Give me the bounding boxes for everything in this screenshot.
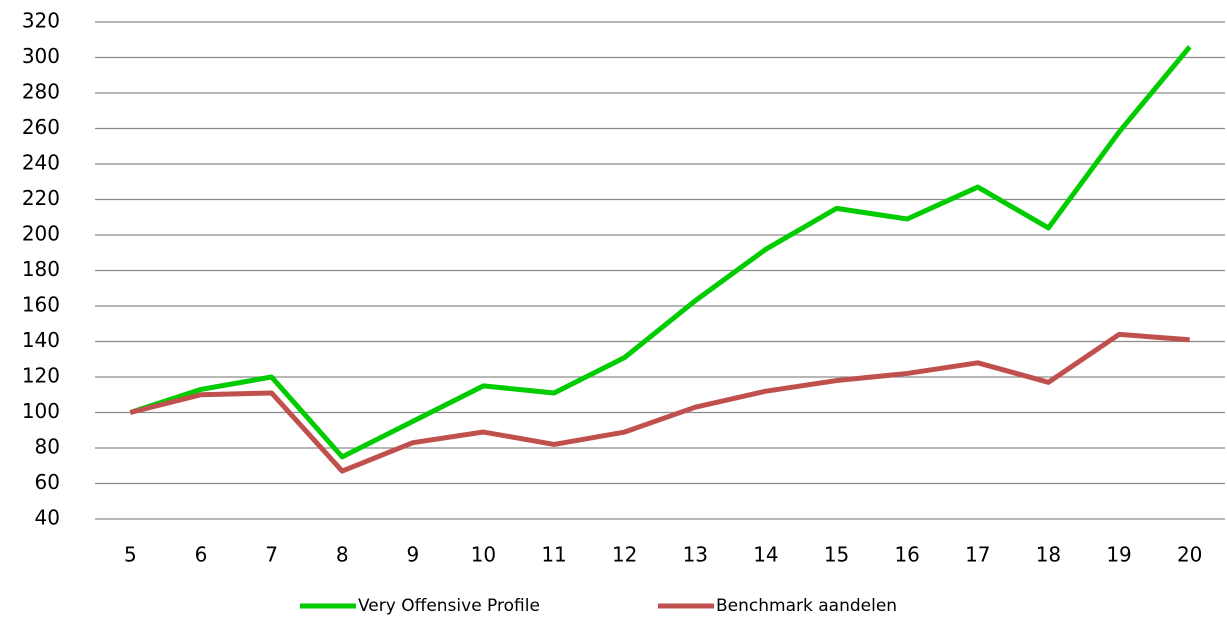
x-tick-label: 12 xyxy=(612,543,637,567)
x-tick-label: 17 xyxy=(965,543,990,567)
series-line xyxy=(129,331,1190,474)
x-tick-label: 5 xyxy=(124,543,137,567)
x-tick-label: 19 xyxy=(1106,543,1131,567)
y-tick-label: 300 xyxy=(22,44,60,68)
y-tick-label: 200 xyxy=(22,222,60,246)
y-tick-label: 180 xyxy=(22,257,60,281)
x-tick-label: 16 xyxy=(894,543,919,567)
y-tick-label: 100 xyxy=(22,399,60,423)
x-tick-label: 7 xyxy=(265,543,278,567)
y-tick-label: 160 xyxy=(22,293,60,317)
x-tick-label: 20 xyxy=(1177,543,1202,567)
x-tick-label: 18 xyxy=(1036,543,1061,567)
y-tick-label: 220 xyxy=(22,186,60,210)
y-tick-label: 120 xyxy=(22,364,60,388)
legend-label: Benchmark aandelen xyxy=(716,596,897,616)
x-tick-label: 9 xyxy=(406,543,419,567)
x-tick-label: 11 xyxy=(541,543,566,567)
x-tick-label: 13 xyxy=(683,543,708,567)
y-tick-label: 40 xyxy=(35,506,60,530)
legend-label: Very Offensive Profile xyxy=(358,596,540,616)
x-tick-label: 14 xyxy=(753,543,778,567)
y-tick-label: 60 xyxy=(35,470,60,494)
y-tick-label: 80 xyxy=(35,435,60,459)
x-tick-label: 15 xyxy=(824,543,849,567)
x-tick-label: 8 xyxy=(336,543,349,567)
y-tick-label: 320 xyxy=(22,9,60,33)
y-tick-label: 260 xyxy=(22,115,60,139)
series-line xyxy=(129,45,1192,460)
y-tick-label: 280 xyxy=(22,80,60,104)
x-tick-label: 10 xyxy=(471,543,496,567)
y-tick-label: 240 xyxy=(22,151,60,175)
x-tick-label: 6 xyxy=(195,543,208,567)
y-tick-label: 140 xyxy=(22,328,60,352)
